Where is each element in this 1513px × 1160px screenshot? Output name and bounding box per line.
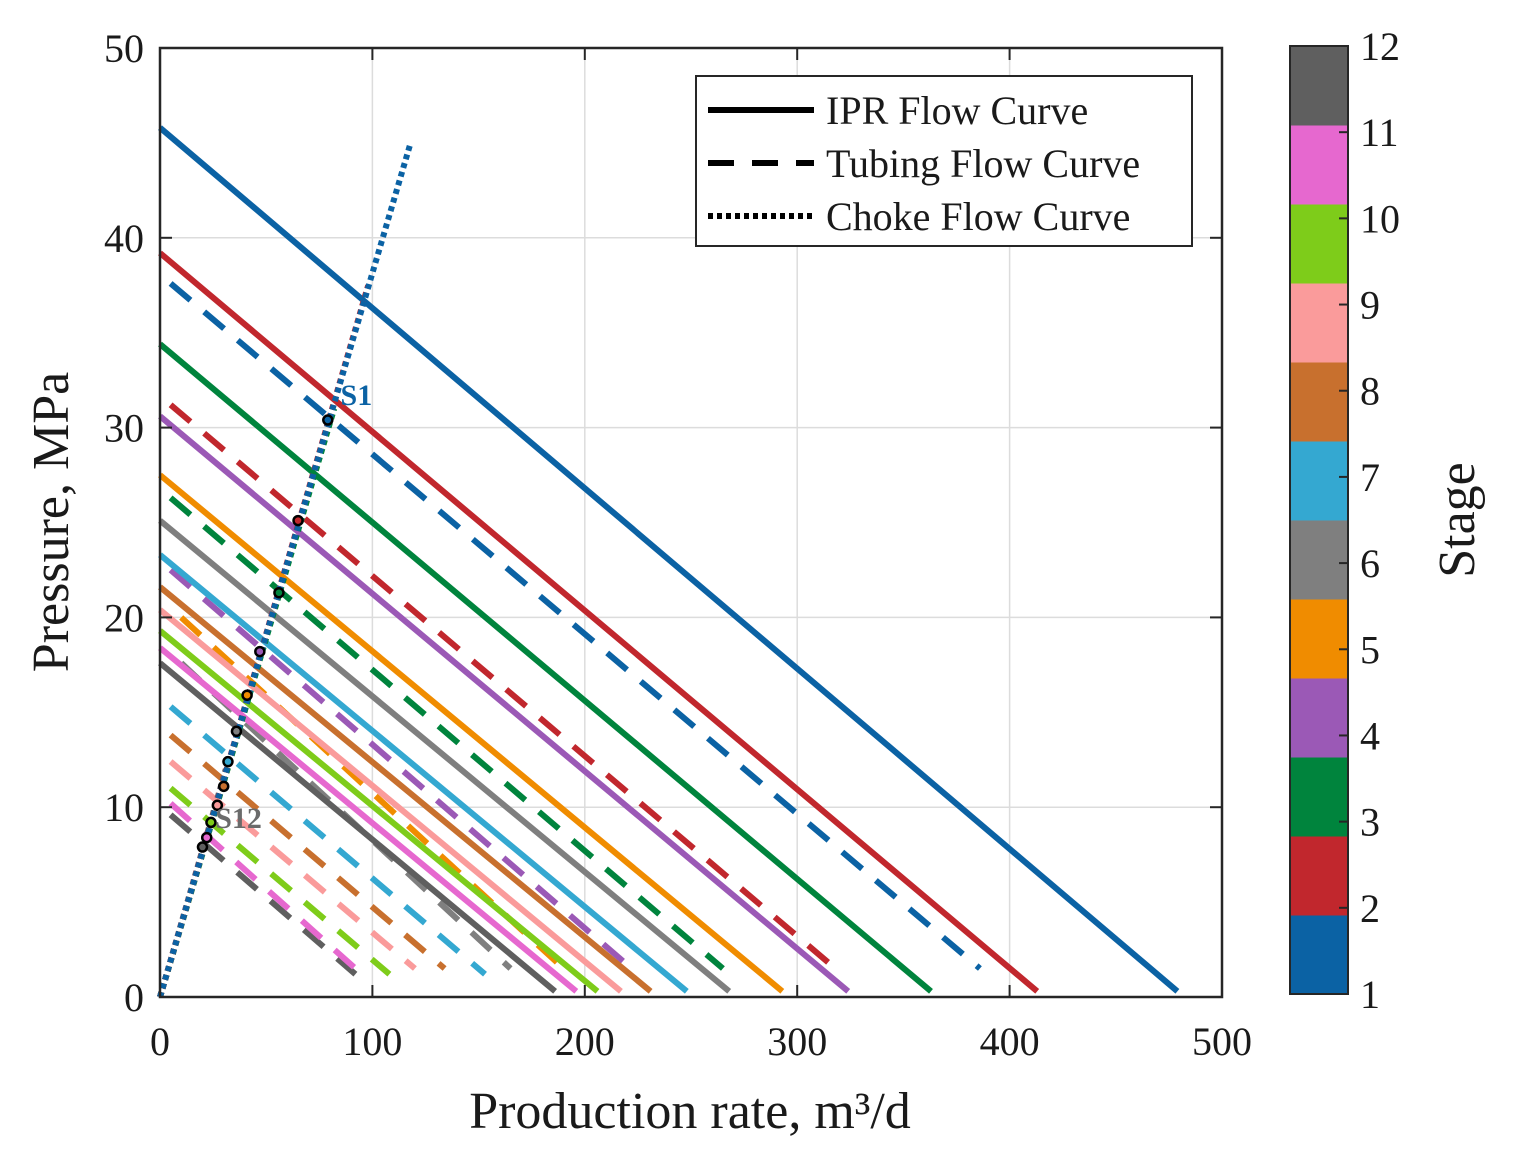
operating-point-stage-9 [211,799,224,812]
colorbar-tick-label: 3 [1360,800,1380,845]
colorbar-segment-12 [1290,46,1348,126]
ipr-curve-stage-3 [158,341,933,994]
x-tick-label: 200 [555,1019,615,1064]
colorbar-tick-label: 1 [1360,972,1380,1017]
ipr-curve-stage-11 [158,645,579,994]
colorbar-segment-6 [1290,520,1348,600]
colorbar-frame [1289,45,1349,995]
ipr-curve-stage-5 [158,472,785,994]
legend-label: Tubing Flow Curve [826,141,1140,186]
legend-box [695,75,1193,247]
operating-point-stage-11 [200,831,213,844]
colorbar-segment-4 [1290,678,1348,758]
ipr-curve-stage-1 [158,125,1180,994]
tubing-curve-stage-7 [168,704,487,977]
x-tick-label: 500 [1192,1019,1252,1064]
x-tick-label: 400 [980,1019,1040,1064]
ipr-curve-stage-8 [158,584,653,994]
series-layer [157,125,1180,998]
y-tick-label: 50 [104,26,144,71]
y-tick-label: 20 [104,595,144,640]
x-tick-label: 300 [767,1019,827,1064]
colorbar-tick-label: 9 [1360,283,1380,328]
colorbar-tick-label: 4 [1360,713,1380,758]
plot-frame [158,46,1224,999]
colorbar-segment-9 [1290,283,1348,363]
annotations: S1 S12 [215,379,372,835]
tubing-curve-stage-4 [168,567,634,971]
colorbar-tick-label: 11 [1360,110,1399,155]
axes-frame [158,46,1224,999]
operating-point-stage-10 [205,816,217,829]
operating-point-stage-8 [217,780,230,793]
ipr-curve-stage-4 [158,413,851,994]
operating-point-stage-7 [222,755,234,768]
operating-point-stage-2 [292,514,304,527]
colorbar-segment-11 [1290,125,1348,205]
ipr-curve-stage-12 [158,660,558,994]
annotation-s1: S1 [341,379,373,412]
colorbar-segment-1 [1290,915,1348,995]
tubing-curve-stage-8 [168,732,447,971]
tubing-curve-stage-2 [168,402,838,971]
operating-point-stage-5 [241,689,253,701]
legend: IPR Flow Curve Tubing Flow Curve Choke Flo… [695,75,1193,247]
colorbar-tick-label: 12 [1360,24,1400,69]
colorbar-tick-label: 8 [1360,369,1380,414]
y-tick-label: 40 [104,216,144,261]
x-axis-title: Production rate, m³/d [469,1083,911,1140]
ipr-curve-stage-7 [158,552,689,994]
colorbar-tick-label: 5 [1360,627,1380,672]
ipr-curve-stage-2 [158,250,1040,994]
tubing-curve-stage-1 [168,281,982,971]
colorbar-segment-8 [1290,362,1348,442]
operating-point-stage-1 [322,414,334,426]
colorbar-tick-label: 7 [1360,455,1380,500]
y-axis-title: Pressure, MPa [23,372,80,672]
legend-label: IPR Flow Curve [826,88,1088,133]
y-tick-label: 30 [104,406,144,451]
x-tick-label: 100 [342,1019,402,1064]
operating-point-stage-12 [196,841,209,853]
tubing-curve-stage-9 [168,759,417,971]
tubing-curve-stage-3 [168,495,725,971]
colorbar-segment-5 [1290,599,1348,679]
colorbar-title: Stage [1429,462,1486,578]
colorbar-segment-3 [1290,757,1348,837]
x-tick-label: 0 [150,1019,170,1064]
ipr-curve-stage-6 [158,518,732,994]
colorbar-tick-label: 6 [1360,541,1380,586]
y-tick-label: 10 [104,785,144,830]
choke-curve-stage-1 [157,142,414,998]
operating-point-stage-4 [254,645,266,658]
ipr-curve-stage-9 [158,607,623,994]
annotation-s12: S12 [215,802,262,835]
colorbar-segment-2 [1290,836,1348,916]
colorbar-segment-10 [1290,204,1348,284]
legend-label: Choke Flow Curve [826,194,1130,239]
colorbar-segment-7 [1290,441,1348,521]
axis-ticks: 0 100 200 300 400 500 0 10 20 30 40 50 [104,26,1252,1064]
operating-point-stage-3 [273,586,285,599]
colorbar-tick-label: 10 [1360,196,1400,241]
y-tick-label: 0 [124,975,144,1020]
operating-point-stage-6 [230,725,243,738]
ipr-curve-stage-10 [158,628,600,994]
colorbar-tick-label: 2 [1360,886,1380,931]
operating-points [196,414,334,853]
